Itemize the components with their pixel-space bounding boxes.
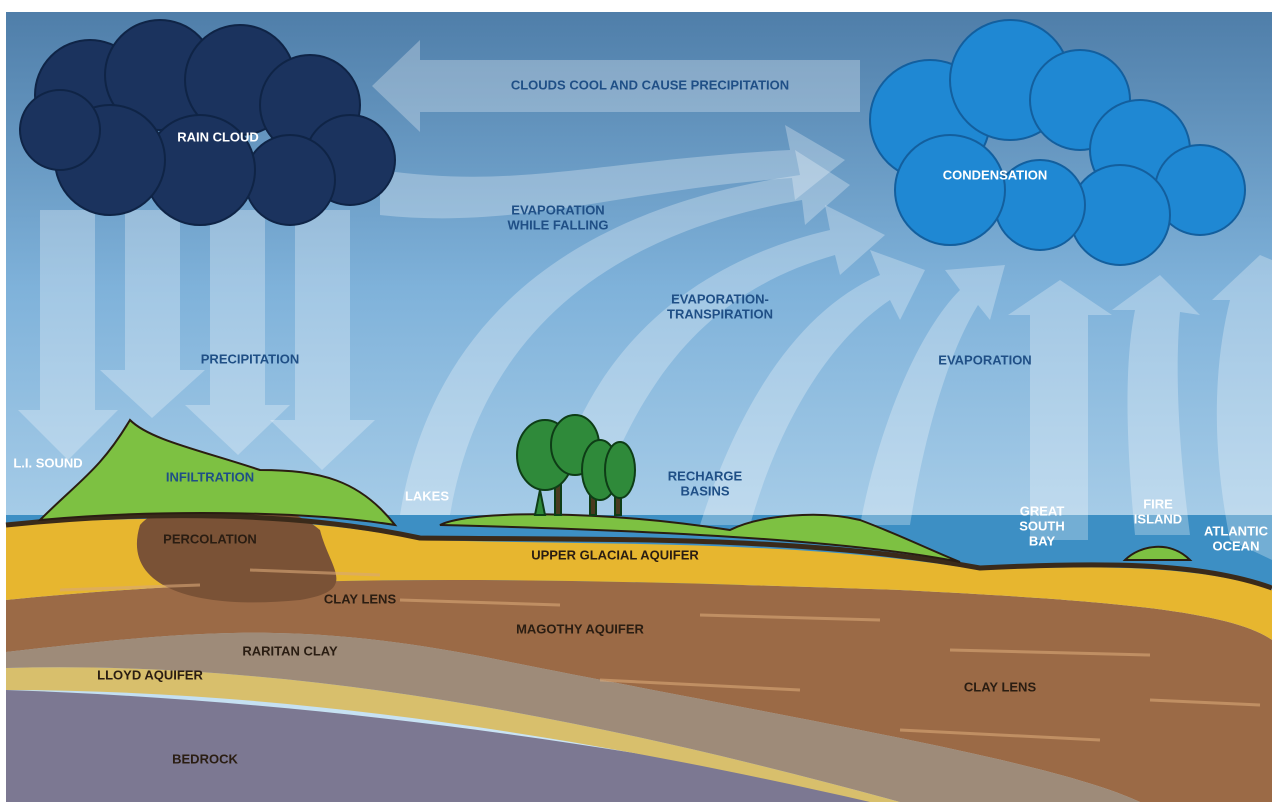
label: EVAPORATION: [938, 352, 1031, 367]
label: LAKES: [405, 488, 449, 503]
label: CLAY LENS: [324, 591, 397, 606]
label: INFILTRATION: [166, 469, 254, 484]
label: PRECIPITATION: [201, 351, 299, 366]
label: RARITAN CLAY: [242, 643, 338, 658]
label: EVAPORATION: [511, 202, 604, 217]
water-cycle-diagram: RAIN CLOUD CONDENSATION CLOUDS COOL AND …: [0, 0, 1272, 802]
label: BASINS: [680, 483, 729, 498]
label: EVAPORATION-: [671, 291, 769, 306]
label: RECHARGE: [668, 468, 743, 483]
label: L.I. SOUND: [13, 455, 82, 470]
label: ATLANTIC: [1204, 523, 1269, 538]
label: GREAT: [1020, 503, 1065, 518]
label: TRANSPIRATION: [667, 306, 773, 321]
label: CLOUDS COOL AND CAUSE PRECIPITATION: [511, 77, 789, 92]
label: PERCOLATION: [163, 531, 257, 546]
label: CONDENSATION: [943, 167, 1047, 182]
label: OCEAN: [1213, 538, 1260, 553]
label: SOUTH: [1019, 518, 1065, 533]
label: ISLAND: [1134, 511, 1182, 526]
label: WHILE FALLING: [507, 217, 608, 232]
label: BEDROCK: [172, 751, 238, 766]
label: FIRE: [1143, 496, 1173, 511]
label: CLAY LENS: [964, 679, 1037, 694]
label: MAGOTHY AQUIFER: [516, 621, 644, 636]
label: RAIN CLOUD: [177, 129, 259, 144]
label: BAY: [1029, 533, 1056, 548]
label: UPPER GLACIAL AQUIFER: [531, 547, 699, 562]
label: LLOYD AQUIFER: [97, 667, 203, 682]
